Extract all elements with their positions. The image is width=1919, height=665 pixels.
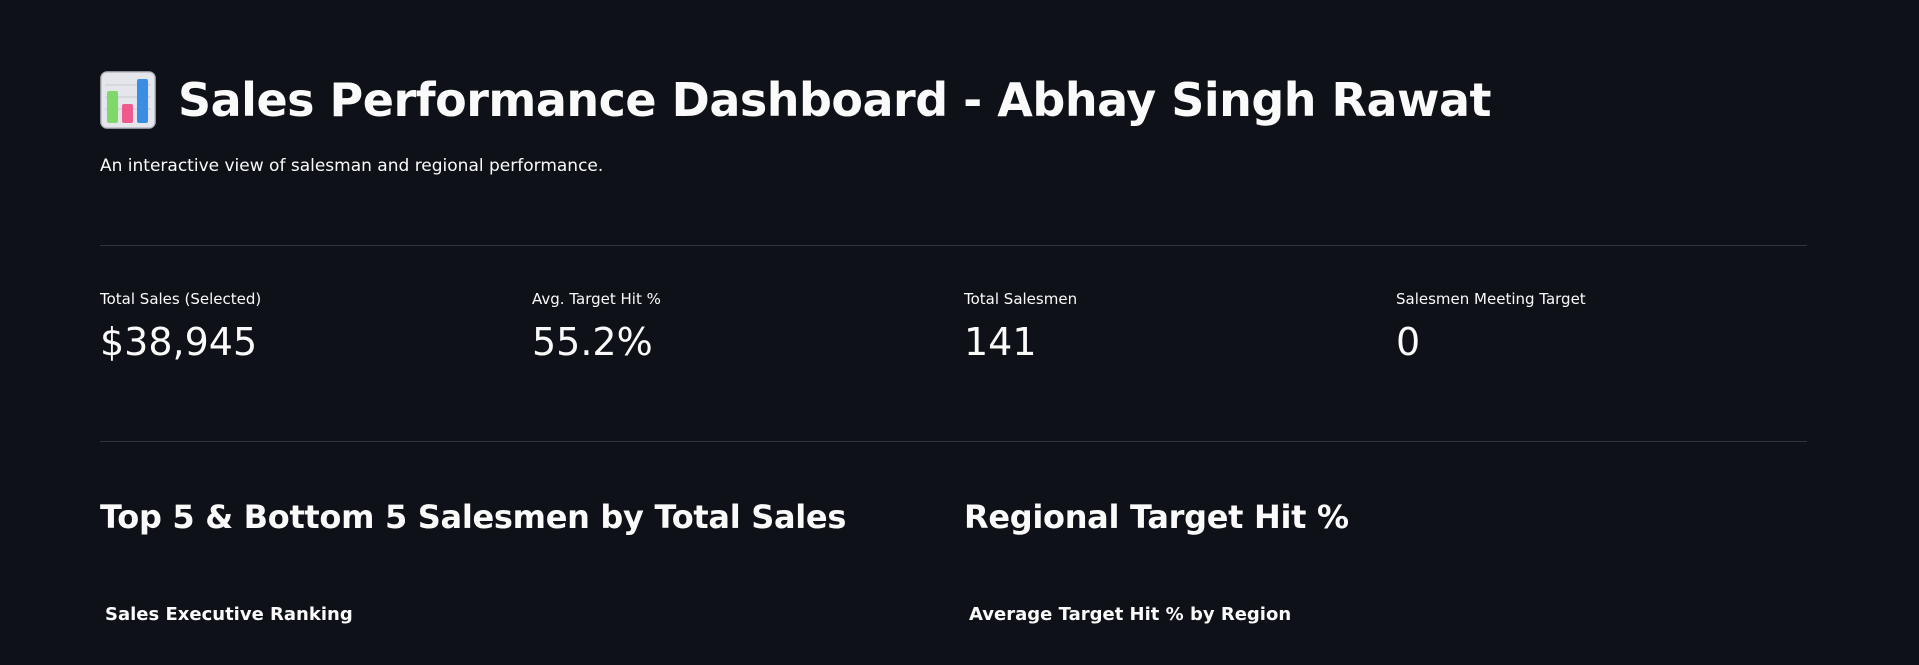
divider-top [100,245,1807,246]
metric-value: 0 [1396,320,1421,364]
metric-avg-target-hit: Avg. Target Hit % 55.2% [532,290,964,364]
metric-total-sales: Total Sales (Selected) $38,945 [100,290,532,364]
page-header: Sales Performance Dashboard - Abhay Sing… [100,62,1492,137]
metric-value: 141 [964,320,1037,364]
metric-total-salesmen: Total Salesmen 141 [964,290,1396,364]
metric-label: Total Sales (Selected) [100,290,262,308]
page-subtitle: An interactive view of salesman and regi… [100,156,604,176]
metric-value: $38,945 [100,320,258,364]
metric-label: Salesmen Meeting Target [1396,290,1586,308]
metric-label: Total Salesmen [964,290,1078,308]
section-heading-salesmen: Top 5 & Bottom 5 Salesmen by Total Sales [100,498,847,536]
metric-label: Avg. Target Hit % [532,290,661,308]
bar-chart-emoji-icon [100,70,156,129]
page-title: Sales Performance Dashboard - Abhay Sing… [178,72,1492,127]
metric-salesmen-meeting-target: Salesmen Meeting Target 0 [1396,290,1828,364]
section-heading-regional: Regional Target Hit % [964,498,1349,536]
chart-title-sales-executive-ranking: Sales Executive Ranking [105,604,353,625]
chart-title-regional-target-hit: Average Target Hit % by Region [969,604,1292,625]
metrics-row: Total Sales (Selected) $38,945 Avg. Targ… [100,290,1807,364]
metric-value: 55.2% [532,320,653,364]
divider-middle [100,441,1807,442]
